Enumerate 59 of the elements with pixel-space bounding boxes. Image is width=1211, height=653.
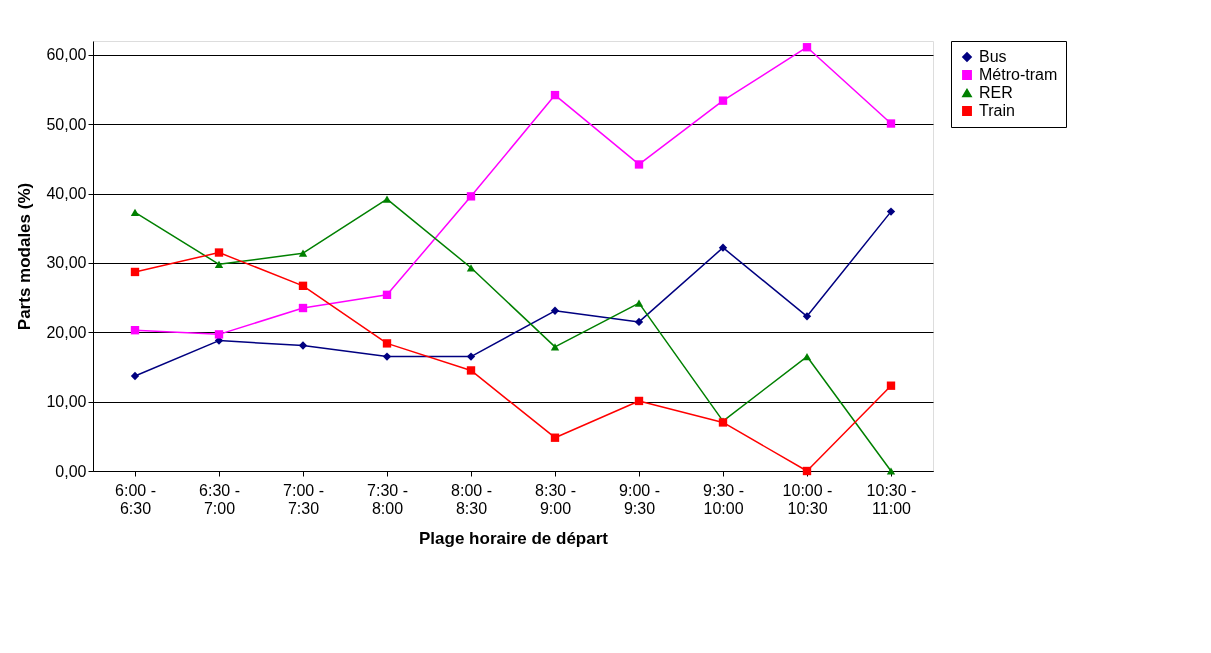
- x-tick-label: 7:30 - 8:00: [367, 481, 408, 517]
- y-tick-label: 0,00: [55, 462, 87, 480]
- point: [802, 43, 812, 52]
- x-tick-label: 8:00 - 8:30: [451, 481, 492, 517]
- point: [130, 371, 140, 381]
- legend-label: Bus: [979, 48, 1007, 65]
- x-tick-label: 9:30 - 10:00: [703, 481, 744, 517]
- x-tick-label: 10:30 - 11:00: [866, 481, 917, 517]
- x-tick-label: 6:00 - 6:30: [115, 481, 156, 517]
- legend-label: RER: [979, 84, 1013, 101]
- legend-label: Train: [979, 102, 1015, 119]
- point: [382, 352, 392, 361]
- x-tick-label: 8:30 - 9:00: [535, 481, 576, 517]
- y-tick-label: 30,00: [46, 254, 87, 272]
- x-axis-title: Plage horaire de départ: [419, 528, 609, 548]
- point: [634, 160, 644, 169]
- point: [802, 312, 812, 321]
- point: [466, 366, 476, 375]
- x-tick-label: 6:30 - 7:00: [199, 481, 240, 517]
- point: [550, 433, 560, 442]
- point: [802, 352, 812, 361]
- point: [382, 290, 392, 300]
- y-tick-label: 20,00: [46, 323, 87, 341]
- point: [550, 90, 560, 100]
- y-axis-title: Parts modales (%): [15, 182, 35, 331]
- point: [886, 207, 896, 216]
- point: [550, 306, 560, 315]
- legend-label: Métro-tram: [979, 66, 1058, 83]
- point: [886, 467, 896, 475]
- point: [298, 281, 308, 291]
- point: [802, 466, 812, 476]
- point: [214, 330, 224, 339]
- point: [886, 381, 896, 390]
- point: [466, 264, 476, 272]
- point: [382, 339, 392, 348]
- point: [298, 249, 308, 257]
- x-tick-label: 9:00 - 9:30: [619, 481, 660, 517]
- point: [130, 326, 140, 335]
- x-tick-label: 10:00 - 10:30: [782, 481, 833, 517]
- point: [466, 352, 476, 361]
- point: [886, 119, 896, 128]
- y-tick-label: 60,00: [46, 46, 87, 64]
- point: [634, 299, 644, 307]
- point: [718, 96, 728, 105]
- point: [130, 208, 140, 216]
- point: [298, 303, 308, 313]
- y-tick-label: 50,00: [46, 115, 87, 133]
- x-tick-label: 7:00 - 7:30: [283, 481, 324, 517]
- y-tick-label: 10,00: [46, 393, 87, 411]
- point: [466, 192, 476, 201]
- y-tick-label: 40,00: [46, 185, 87, 203]
- point: [634, 396, 644, 406]
- point: [634, 317, 644, 327]
- point: [214, 260, 224, 268]
- point: [130, 267, 140, 277]
- point: [718, 243, 728, 252]
- point: [298, 341, 308, 350]
- point: [382, 195, 392, 203]
- point: [214, 248, 224, 257]
